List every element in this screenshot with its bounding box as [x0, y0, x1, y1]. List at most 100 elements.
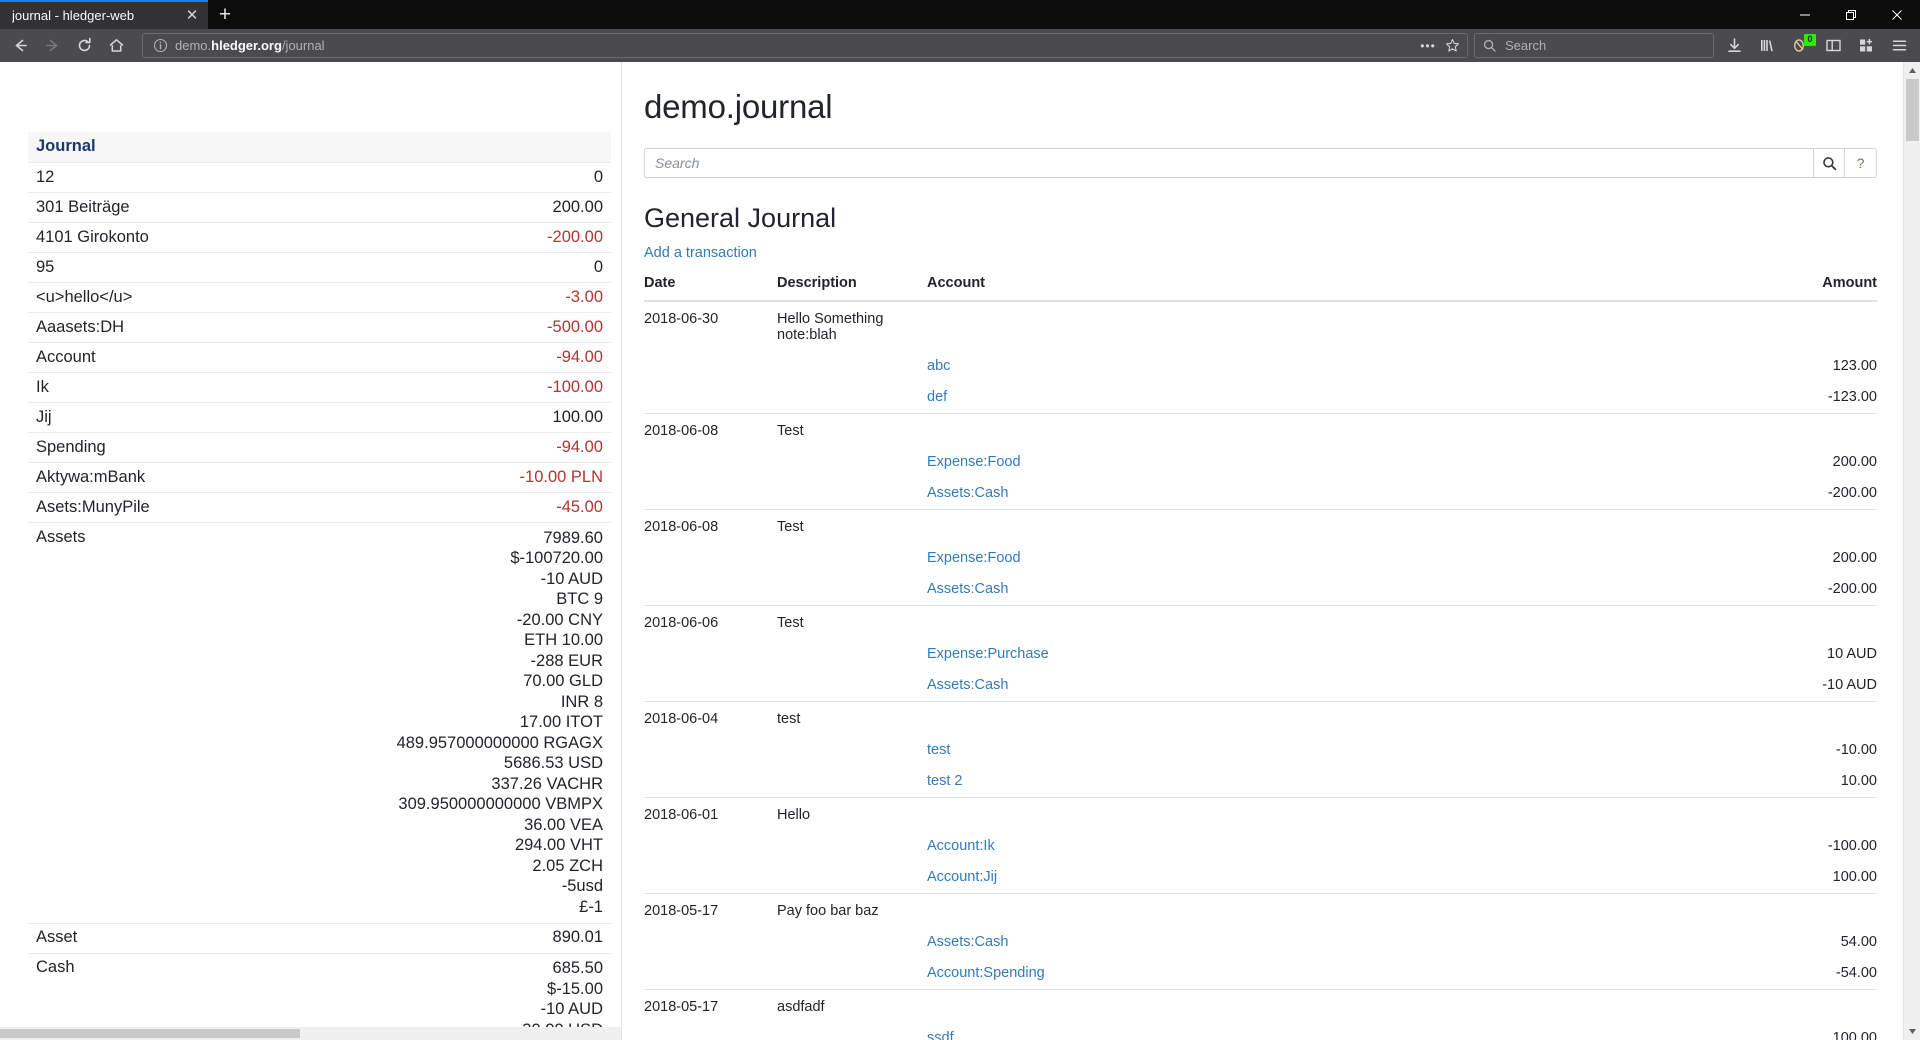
sidebar-hscroll-thumb[interactable]: [0, 1029, 300, 1038]
posting-row[interactable]: ssdf 100.00: [644, 1023, 1877, 1040]
posting-row[interactable]: Account:Ik -100.00: [644, 831, 1877, 862]
transaction-row[interactable]: 2018-06-06 Test: [644, 605, 1877, 639]
search-input[interactable]: [644, 148, 1813, 178]
posting-row[interactable]: abc 123.00: [644, 351, 1877, 382]
account-name[interactable]: 4101 Girokonto: [36, 227, 149, 246]
transaction-row[interactable]: 2018-05-17 asdfadf: [644, 989, 1877, 1023]
account-name[interactable]: Aaasets:DH: [36, 317, 125, 336]
tab-close-icon[interactable]: ✕: [185, 7, 199, 24]
posting-account-link[interactable]: Expense:Purchase: [927, 646, 1049, 662]
account-name[interactable]: Assets: [36, 527, 86, 546]
account-name[interactable]: Asset: [36, 928, 78, 946]
extensions-add-icon[interactable]: [1850, 31, 1883, 60]
account-name[interactable]: 95: [36, 257, 55, 276]
reload-icon[interactable]: [68, 31, 100, 60]
account-row[interactable]: Asets:MunyPile -45.00: [28, 493, 611, 523]
posting-account-link[interactable]: ssdf: [927, 1030, 954, 1040]
account-row[interactable]: Aktywa:mBank -10.00 PLN: [28, 463, 611, 493]
account-row[interactable]: 95 0: [28, 253, 611, 283]
page-scrollbar[interactable]: [1903, 62, 1920, 1040]
restore-icon[interactable]: [1828, 0, 1874, 29]
account-row[interactable]: 301 Beiträge 200.00: [28, 193, 611, 223]
account-name[interactable]: Spending: [36, 437, 106, 456]
account-name[interactable]: Jij: [36, 407, 52, 426]
account-row[interactable]: Account -94.00: [28, 343, 611, 373]
close-icon[interactable]: [1874, 0, 1920, 29]
posting-account-link[interactable]: Account:Spending: [927, 965, 1045, 981]
posting-account-link[interactable]: Assets:Cash: [927, 485, 1009, 501]
posting-row[interactable]: Assets:Cash 54.00: [644, 927, 1877, 958]
posting-row[interactable]: test -10.00: [644, 735, 1877, 766]
posting-row[interactable]: Expense:Food 200.00: [644, 447, 1877, 478]
posting-row[interactable]: Assets:Cash -200.00: [644, 574, 1877, 606]
add-transaction-link[interactable]: Add a transaction: [644, 245, 757, 261]
url-bar[interactable]: demo.hledger.org/journal •••: [142, 33, 1468, 58]
downloads-icon[interactable]: [1718, 31, 1751, 60]
posting-account-link[interactable]: Account:Ik: [927, 838, 995, 854]
forward-arrow-icon[interactable]: [36, 31, 68, 60]
new-tab-button[interactable]: +: [218, 3, 232, 26]
posting-row[interactable]: Expense:Food 200.00: [644, 543, 1877, 574]
posting-account-link[interactable]: test 2: [927, 773, 963, 789]
scroll-down-arrow-icon[interactable]: [1904, 1023, 1920, 1040]
sidebar-icon[interactable]: [1817, 31, 1850, 60]
account-name[interactable]: Account: [36, 347, 96, 366]
transaction-row[interactable]: 2018-06-04 test: [644, 701, 1877, 735]
sidebar-horizontal-scrollbar[interactable]: [0, 1027, 621, 1040]
account-name[interactable]: Asets:MunyPile: [36, 497, 150, 516]
posting-account-link[interactable]: Assets:Cash: [927, 934, 1009, 950]
posting-account: Assets:Cash: [927, 927, 1582, 958]
search-submit-button[interactable]: [1813, 148, 1845, 178]
transaction-row[interactable]: 2018-05-17 Pay foo bar baz: [644, 893, 1877, 927]
account-row[interactable]: Aaasets:DH -500.00: [28, 313, 611, 343]
account-name[interactable]: Ik: [36, 377, 49, 396]
account-row[interactable]: Ik -100.00: [28, 373, 611, 403]
account-row[interactable]: <u>hello</u> -3.00: [28, 283, 611, 313]
transaction-row[interactable]: 2018-06-08 Test: [644, 509, 1877, 543]
bookmark-star-icon[interactable]: [1441, 36, 1463, 56]
scroll-up-arrow-icon[interactable]: [1904, 62, 1920, 79]
account-row[interactable]: Jij 100.00: [28, 403, 611, 433]
page-actions-icon[interactable]: •••: [1420, 38, 1436, 53]
account-name[interactable]: Cash: [36, 958, 75, 976]
transaction-row[interactable]: 2018-06-08 Test: [644, 413, 1877, 447]
posting-account-link[interactable]: Assets:Cash: [927, 677, 1009, 693]
account-row[interactable]: 4101 Girokonto -200.00: [28, 223, 611, 253]
home-icon[interactable]: [100, 31, 132, 60]
browser-search-bar[interactable]: Search: [1474, 33, 1714, 58]
minimize-icon[interactable]: [1782, 0, 1828, 29]
account-row[interactable]: Assets 7989.60 $-100720.00 -10 AUD BTC 9 -20.…: [28, 523, 611, 923]
transaction-row[interactable]: 2018-06-01 Hello: [644, 797, 1877, 831]
library-icon[interactable]: [1751, 31, 1784, 60]
account-row[interactable]: Spending -94.00: [28, 433, 611, 463]
posting-account-link[interactable]: Expense:Food: [927, 550, 1021, 566]
posting-row[interactable]: Account:Spending -54.00: [644, 958, 1877, 990]
pocket-sync-icon[interactable]: 0: [1784, 31, 1817, 60]
posting-account-link[interactable]: Expense:Food: [927, 454, 1021, 470]
page-scrollbar-thumb[interactable]: [1905, 79, 1919, 141]
posting-account-link[interactable]: abc: [927, 358, 951, 374]
posting-account-link[interactable]: Assets:Cash: [927, 581, 1009, 597]
account-name[interactable]: Aktywa:mBank: [36, 467, 146, 486]
app-menu-icon[interactable]: [1883, 31, 1916, 60]
posting-row[interactable]: def -123.00: [644, 382, 1877, 414]
account-amount-line: $-100720.00: [510, 549, 603, 567]
browser-tab-journal[interactable]: journal - hledger-web ✕: [0, 0, 208, 29]
back-arrow-icon[interactable]: [4, 31, 36, 60]
posting-account-link[interactable]: def: [927, 389, 948, 405]
posting-row[interactable]: Assets:Cash -200.00: [644, 478, 1877, 510]
account-name[interactable]: 12: [36, 167, 55, 186]
posting-row[interactable]: test 2 10.00: [644, 766, 1877, 798]
posting-row[interactable]: Expense:Purchase 10 AUD: [644, 639, 1877, 670]
search-help-button[interactable]: ?: [1845, 148, 1877, 178]
transaction-row[interactable]: 2018-06-30 Hello Something note:blah: [644, 301, 1877, 351]
account-row[interactable]: Asset 890.01: [28, 923, 611, 953]
posting-row[interactable]: Assets:Cash -10 AUD: [644, 670, 1877, 702]
account-row[interactable]: 12 0: [28, 163, 611, 193]
account-name[interactable]: 301 Beiträge: [36, 197, 130, 216]
posting-account-link[interactable]: test: [927, 742, 951, 758]
posting-row[interactable]: Account:Jij 100.00: [644, 862, 1877, 894]
posting-account-link[interactable]: Account:Jij: [927, 869, 998, 885]
account-name[interactable]: <u>hello</u>: [36, 287, 133, 306]
site-info-icon[interactable]: [151, 37, 169, 55]
